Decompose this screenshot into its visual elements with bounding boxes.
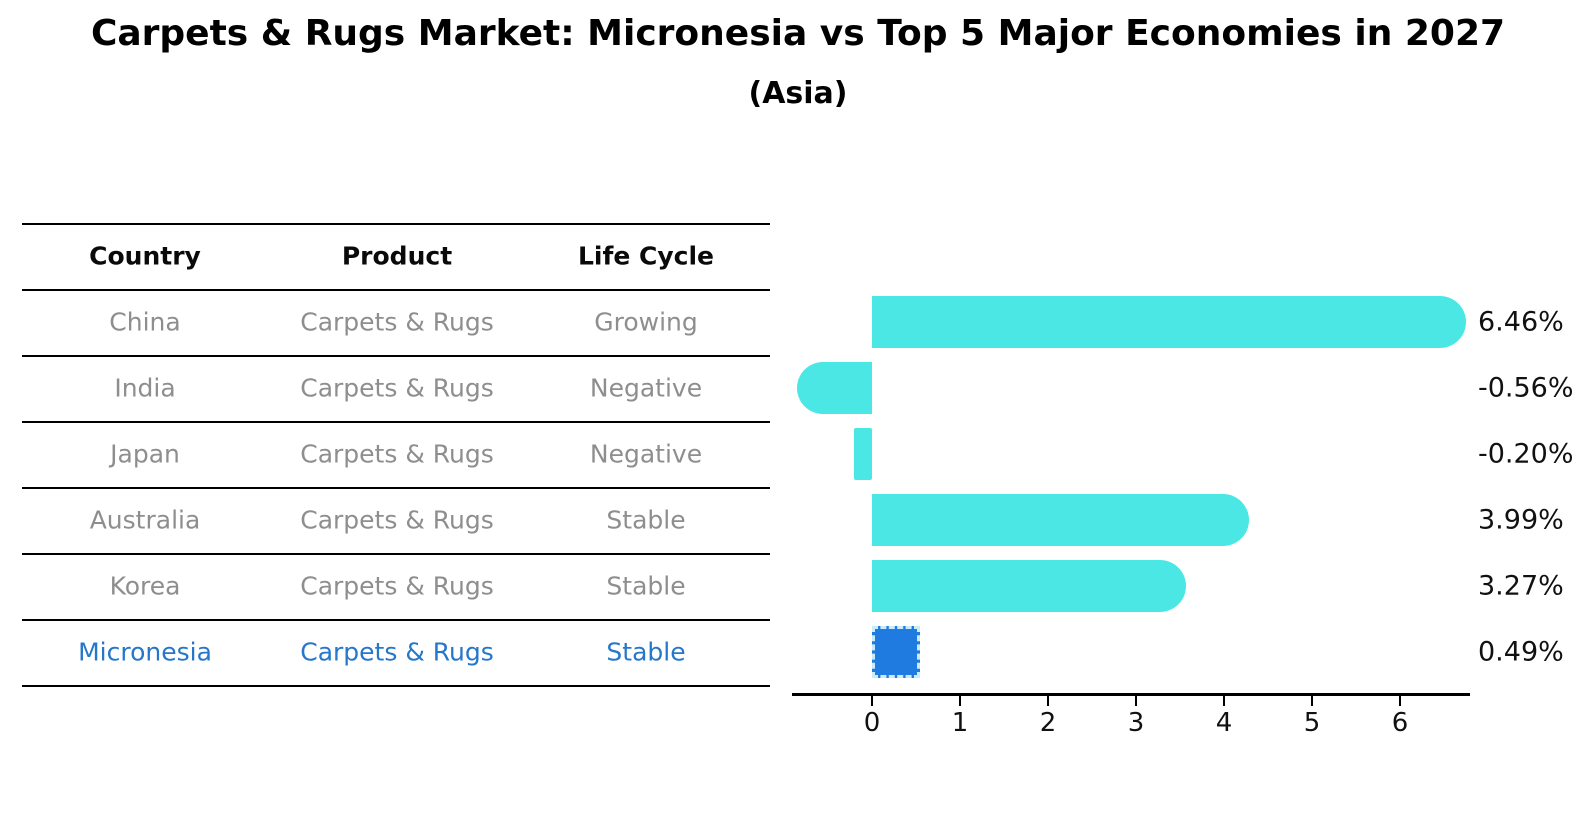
x-tick-label-0: 0 [863, 708, 881, 738]
cell-korea-life-cycle: Stable [606, 571, 686, 601]
x-tick-2 [1047, 696, 1049, 706]
x-tick-label-5: 5 [1303, 708, 1321, 738]
value-label-japan: -0.20% [1478, 438, 1574, 470]
value-label-micronesia: 0.49% [1478, 636, 1564, 668]
cell-india-country: India [114, 373, 176, 403]
bar-japan [854, 428, 872, 480]
table-row-line [22, 421, 770, 423]
x-tick-label-6: 6 [1391, 708, 1409, 738]
cell-china-country: China [109, 307, 181, 337]
column-header-country: Country [89, 241, 201, 271]
bar-india [796, 362, 872, 414]
cell-china-life-cycle: Growing [594, 307, 698, 337]
chart-title: Carpets & Rugs Market: Micronesia vs Top… [90, 13, 1506, 54]
cell-korea-product: Carpets & Rugs [300, 571, 494, 601]
cell-micronesia-life-cycle: Stable [606, 637, 686, 667]
x-tick-label-3: 3 [1127, 708, 1145, 738]
table-row-line [22, 685, 770, 687]
x-tick-label-2: 2 [1039, 708, 1057, 738]
x-axis-line [792, 693, 1470, 696]
x-tick-4 [1223, 696, 1225, 706]
x-tick-label-1: 1 [951, 708, 969, 738]
bar-micronesia [872, 626, 921, 678]
x-tick-6 [1399, 696, 1401, 706]
cell-micronesia-product: Carpets & Rugs [300, 637, 494, 667]
x-tick-3 [1135, 696, 1137, 706]
cell-japan-product: Carpets & Rugs [300, 439, 494, 469]
x-tick-1 [959, 696, 961, 706]
value-label-korea: 3.27% [1478, 570, 1564, 602]
table-row-line [22, 355, 770, 357]
table-row-line [22, 487, 770, 489]
column-header-life-cycle: Life Cycle [577, 241, 715, 271]
table-row-line [22, 619, 770, 621]
cell-australia-country: Australia [89, 505, 201, 535]
cell-korea-country: Korea [109, 571, 181, 601]
chart-subtitle: (Asia) [748, 76, 848, 111]
bar-china [872, 296, 1467, 348]
value-label-india: -0.56% [1478, 372, 1574, 404]
cell-australia-life-cycle: Stable [606, 505, 686, 535]
value-label-china: 6.46% [1478, 306, 1564, 338]
cell-india-product: Carpets & Rugs [300, 373, 494, 403]
x-tick-0 [871, 696, 873, 706]
table-row-line [22, 553, 770, 555]
cell-japan-life-cycle: Negative [589, 439, 703, 469]
x-tick-5 [1311, 696, 1313, 706]
value-label-australia: 3.99% [1478, 504, 1564, 536]
cell-india-life-cycle: Negative [589, 373, 703, 403]
bar-korea [872, 560, 1186, 612]
x-tick-label-4: 4 [1215, 708, 1233, 738]
table-row-line [22, 289, 770, 291]
table-row-line [22, 223, 770, 225]
bar-australia [872, 494, 1250, 546]
cell-australia-product: Carpets & Rugs [300, 505, 494, 535]
column-header-product: Product [341, 241, 453, 271]
cell-japan-country: Japan [110, 439, 180, 469]
cell-micronesia-country: Micronesia [78, 637, 212, 667]
cell-china-product: Carpets & Rugs [300, 307, 494, 337]
